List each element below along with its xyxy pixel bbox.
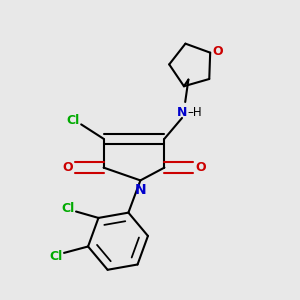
Text: Cl: Cl (50, 250, 63, 262)
Text: Cl: Cl (61, 202, 75, 215)
Text: –H: –H (188, 106, 202, 119)
Text: N: N (135, 183, 146, 197)
Text: O: O (62, 161, 73, 174)
Text: O: O (195, 161, 206, 174)
Text: O: O (213, 45, 224, 58)
Text: N: N (177, 106, 187, 119)
Text: Cl: Cl (67, 114, 80, 127)
